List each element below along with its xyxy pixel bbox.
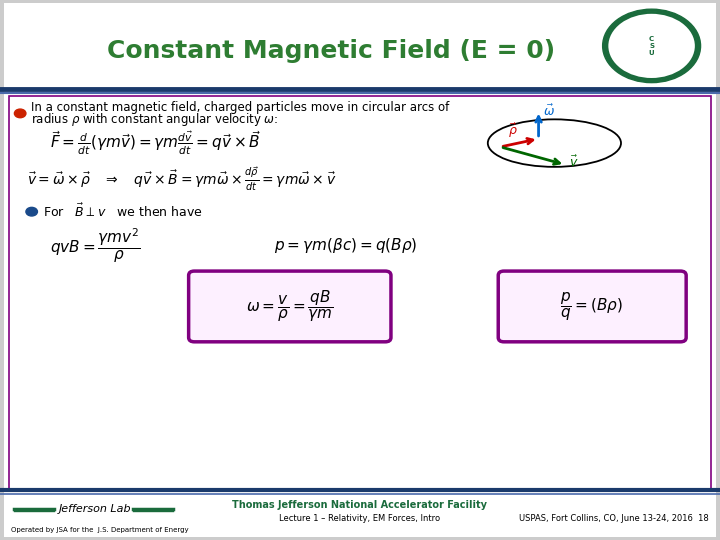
Circle shape [26,207,37,216]
Text: $qvB = \dfrac{\gamma mv^2}{\rho}$: $qvB = \dfrac{\gamma mv^2}{\rho}$ [50,226,141,265]
Text: $\vec{F} = \frac{d}{dt}(\gamma m\vec{v}) = \gamma m\frac{d\vec{v}}{dt} = q\vec{v: $\vec{F} = \frac{d}{dt}(\gamma m\vec{v})… [50,130,261,157]
Circle shape [607,12,696,79]
Text: Lecture 1 – Relativity, EM Forces, Intro: Lecture 1 – Relativity, EM Forces, Intro [279,514,441,523]
Text: $\vec{v} = \vec{\omega} \times \vec{\rho} \quad \Rightarrow \quad q\vec{v} \time: $\vec{v} = \vec{\omega} \times \vec{\rho… [27,166,337,193]
Text: $\omega = \dfrac{v}{\rho} = \dfrac{qB}{\gamma m}$: $\omega = \dfrac{v}{\rho} = \dfrac{qB}{\… [246,288,334,324]
Text: Thomas Jefferson National Accelerator Facility: Thomas Jefferson National Accelerator Fa… [233,500,487,510]
Circle shape [14,109,26,118]
Text: For   $\vec{B} \perp v$   we then have: For $\vec{B} \perp v$ we then have [43,203,203,220]
Text: Operated by JSA for the  J.S. Department of Energy: Operated by JSA for the J.S. Department … [11,527,189,534]
Text: C
S
U: C S U [649,36,654,56]
FancyBboxPatch shape [9,96,711,489]
Text: USPAS, Fort Collins, CO, June 13-24, 2016  18: USPAS, Fort Collins, CO, June 13-24, 201… [519,514,709,523]
Text: Constant Magnetic Field (E = 0): Constant Magnetic Field (E = 0) [107,39,555,63]
FancyBboxPatch shape [498,271,686,342]
Text: $p = \gamma m(\beta c) = q(B\rho)$: $p = \gamma m(\beta c) = q(B\rho)$ [274,236,417,255]
Circle shape [603,9,701,83]
FancyBboxPatch shape [4,3,716,537]
Text: radius $\rho$ with constant angular velocity $\omega$:: radius $\rho$ with constant angular velo… [31,111,279,129]
Text: $\dfrac{p}{q} = (B\rho)$: $\dfrac{p}{q} = (B\rho)$ [560,290,624,322]
Text: Jefferson Lab: Jefferson Lab [59,504,132,514]
Text: In a constant magnetic field, charged particles move in circular arcs of: In a constant magnetic field, charged pa… [31,102,449,114]
Text: $\vec{v}$: $\vec{v}$ [569,155,578,171]
Text: $\vec{\omega}$: $\vec{\omega}$ [543,103,555,119]
Text: $\vec{\rho}$: $\vec{\rho}$ [508,122,518,140]
FancyBboxPatch shape [189,271,391,342]
